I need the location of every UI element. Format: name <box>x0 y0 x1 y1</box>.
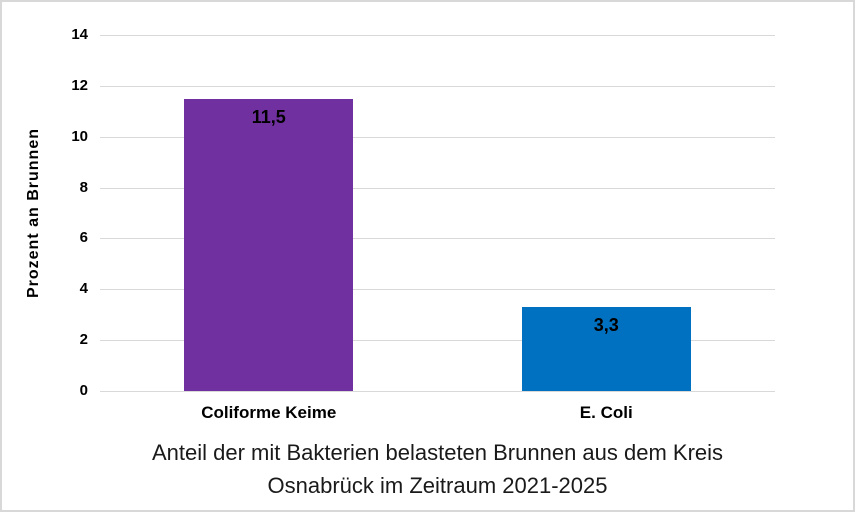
bar-coliforme-keime: 11,5 <box>184 98 354 391</box>
bar-e-coli: 3,3 <box>521 307 691 391</box>
y-tick-label-8: 8 <box>79 178 88 196</box>
y-tick-label-14: 14 <box>71 26 88 43</box>
y-axis-title: Prozent an Brunnen <box>25 127 42 299</box>
y-tick-label-6: 6 <box>79 229 88 247</box>
gridline-y-0 <box>100 391 775 392</box>
y-tick-label-2: 2 <box>79 331 88 349</box>
chart-title-line-1: Anteil der mit Bakterien belasteten Brun… <box>151 440 724 465</box>
x-category-label-coliforme-keime: Coliforme Keime <box>201 403 337 422</box>
bar-value-label: 11,5 <box>251 106 286 127</box>
gridline-y-12 <box>100 85 775 87</box>
chart-title-line-2: Osnabrück im Zeitraum 2021-2025 <box>267 473 608 498</box>
plot-area: 11,5 3,3 <box>100 35 775 392</box>
y-tick-label-0: 0 <box>79 382 88 399</box>
y-tick-label-12: 12 <box>71 76 88 94</box>
x-category-label-e-coli: E. Coli <box>579 403 633 422</box>
y-tick-label-10: 10 <box>71 127 88 145</box>
gridline-y-2 <box>100 340 775 342</box>
gridline-y-14 <box>100 35 775 36</box>
gridline-y-8 <box>100 187 775 189</box>
gridline-y-10 <box>100 136 775 138</box>
bar-value-label: 3,3 <box>593 315 619 336</box>
gridline-y-4 <box>100 289 775 291</box>
gridline-y-6 <box>100 238 775 240</box>
y-tick-label-4: 4 <box>79 280 88 298</box>
chart-title: Anteil der mit Bakterien belasteten Brun… <box>100 436 775 502</box>
